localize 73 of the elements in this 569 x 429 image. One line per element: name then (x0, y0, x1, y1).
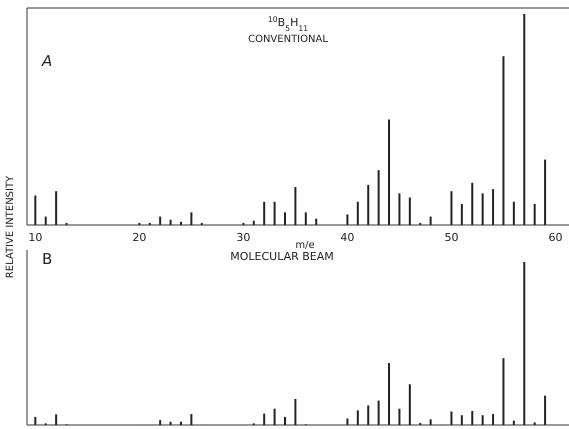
bar (55, 191, 58, 225)
bar (159, 216, 162, 225)
bar (252, 220, 255, 225)
chart-title: MOLECULAR BEAM (230, 250, 334, 263)
bar (346, 214, 348, 225)
bar (190, 212, 192, 225)
bar (180, 222, 182, 225)
bar (398, 193, 400, 225)
bar (534, 422, 536, 425)
y-axis-title: RELATIVE INTENSITY (5, 174, 16, 278)
bar (408, 198, 411, 225)
bar (523, 14, 526, 225)
bar (460, 415, 463, 425)
x-tick-label: 10 (28, 230, 42, 244)
bar (274, 202, 276, 225)
x-tick-label: 60 (548, 230, 562, 244)
bar (492, 189, 494, 225)
bar (482, 193, 484, 225)
bar (492, 414, 494, 425)
bar (346, 418, 348, 425)
bar (44, 216, 47, 225)
bar (378, 170, 380, 225)
bar (367, 184, 370, 225)
x-tick-label: 20 (132, 230, 146, 244)
bar (523, 262, 526, 425)
bar (180, 422, 182, 425)
bar (430, 419, 432, 425)
bar (170, 422, 172, 425)
bar (170, 220, 172, 225)
bar (471, 182, 474, 225)
bar (398, 408, 400, 425)
x-tick-label: 30 (236, 230, 250, 244)
bar (55, 414, 58, 425)
bar (378, 400, 380, 425)
annotation: B (42, 250, 52, 268)
bar (512, 420, 515, 425)
bar (284, 212, 286, 225)
bar (356, 202, 359, 225)
bar (34, 195, 36, 225)
bar (534, 204, 536, 225)
bar (471, 410, 474, 425)
bar (450, 411, 452, 425)
bar (34, 416, 36, 425)
annotation: A (41, 52, 52, 70)
bar (304, 212, 307, 225)
bar (274, 408, 276, 425)
bar (544, 160, 546, 225)
bar (294, 398, 296, 425)
bar (544, 396, 546, 425)
bar (460, 204, 463, 225)
bar (263, 414, 266, 425)
bar (502, 56, 504, 225)
bar (284, 416, 286, 425)
bar (408, 384, 411, 425)
bar (482, 415, 484, 425)
bar (450, 191, 452, 225)
chart-title: $^{10}$B$_{5}$H$_{11}$ (268, 14, 308, 32)
bar (512, 202, 515, 225)
bar (190, 414, 192, 425)
x-axis-title: m/e (295, 240, 315, 251)
bar (430, 216, 432, 225)
bar (263, 202, 266, 225)
text: CONVENTIONAL (248, 34, 328, 45)
bar (159, 420, 162, 425)
x-tick-label: 40 (340, 230, 354, 244)
bar (367, 405, 370, 425)
bar (502, 358, 504, 425)
bar (356, 410, 359, 425)
bar (315, 218, 318, 225)
bar (294, 187, 296, 225)
bar (388, 363, 390, 425)
bar (388, 120, 390, 225)
x-tick-label: 50 (444, 230, 458, 244)
